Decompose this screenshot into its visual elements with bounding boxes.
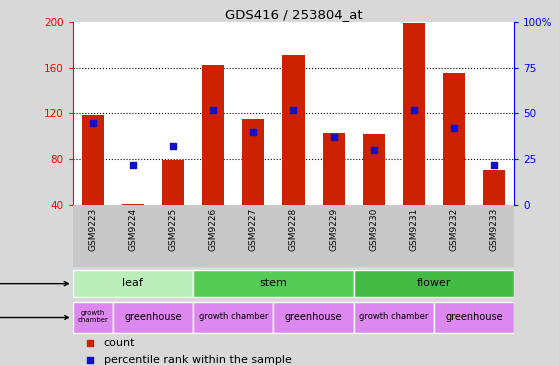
- Bar: [242, 119, 264, 205]
- Text: greenhouse: greenhouse: [446, 312, 503, 322]
- Bar: [193, 270, 354, 297]
- Bar: [363, 134, 385, 205]
- Text: GSM9228: GSM9228: [289, 208, 298, 251]
- Bar: [73, 270, 193, 297]
- Text: growth
chamber: growth chamber: [77, 310, 108, 323]
- Bar: [82, 115, 104, 205]
- Point: [88, 120, 97, 126]
- Bar: [193, 302, 273, 333]
- Bar: [73, 302, 113, 333]
- Point: [409, 107, 418, 113]
- Text: GSM9233: GSM9233: [490, 208, 499, 251]
- Text: growth chamber: growth chamber: [198, 312, 268, 321]
- Bar: [273, 302, 354, 333]
- Text: flower: flower: [417, 278, 451, 288]
- Text: GSM9223: GSM9223: [88, 208, 97, 251]
- Point: [449, 294, 458, 299]
- Point: [449, 125, 458, 131]
- Text: GSM9225: GSM9225: [168, 208, 178, 251]
- Point: [129, 162, 138, 168]
- Text: growth chamber: growth chamber: [359, 312, 429, 321]
- Text: leaf: leaf: [122, 278, 143, 288]
- Text: GSM9227: GSM9227: [249, 208, 258, 251]
- Point: [209, 107, 217, 113]
- Bar: [282, 55, 305, 205]
- Bar: [443, 74, 465, 205]
- Point: [329, 134, 338, 140]
- Point: [289, 107, 298, 113]
- Text: stem: stem: [259, 278, 287, 288]
- Title: GDS416 / 253804_at: GDS416 / 253804_at: [225, 8, 362, 21]
- Bar: [354, 270, 514, 297]
- Text: count: count: [103, 339, 135, 348]
- Bar: [113, 302, 193, 333]
- Bar: [162, 160, 184, 205]
- Text: GSM9226: GSM9226: [209, 208, 217, 251]
- Point: [169, 143, 178, 149]
- Point: [249, 129, 258, 135]
- Bar: [202, 66, 224, 205]
- Text: greenhouse: greenhouse: [285, 312, 342, 322]
- Bar: [434, 302, 514, 333]
- Text: tissue: tissue: [0, 279, 68, 289]
- Text: GSM9229: GSM9229: [329, 208, 338, 251]
- Point: [449, 143, 458, 149]
- Text: GSM9230: GSM9230: [369, 208, 378, 251]
- Text: GSM9232: GSM9232: [449, 208, 458, 251]
- Text: GSM9224: GSM9224: [129, 208, 138, 251]
- Point: [490, 162, 499, 168]
- Text: growth protocol: growth protocol: [0, 313, 68, 322]
- Bar: [122, 204, 144, 205]
- Text: percentile rank within the sample: percentile rank within the sample: [103, 355, 291, 365]
- Bar: [483, 169, 505, 205]
- Bar: [403, 23, 425, 205]
- Bar: [354, 302, 434, 333]
- Point: [369, 147, 378, 153]
- Bar: [323, 133, 345, 205]
- Text: GSM9231: GSM9231: [409, 208, 419, 251]
- Text: greenhouse: greenhouse: [124, 312, 182, 322]
